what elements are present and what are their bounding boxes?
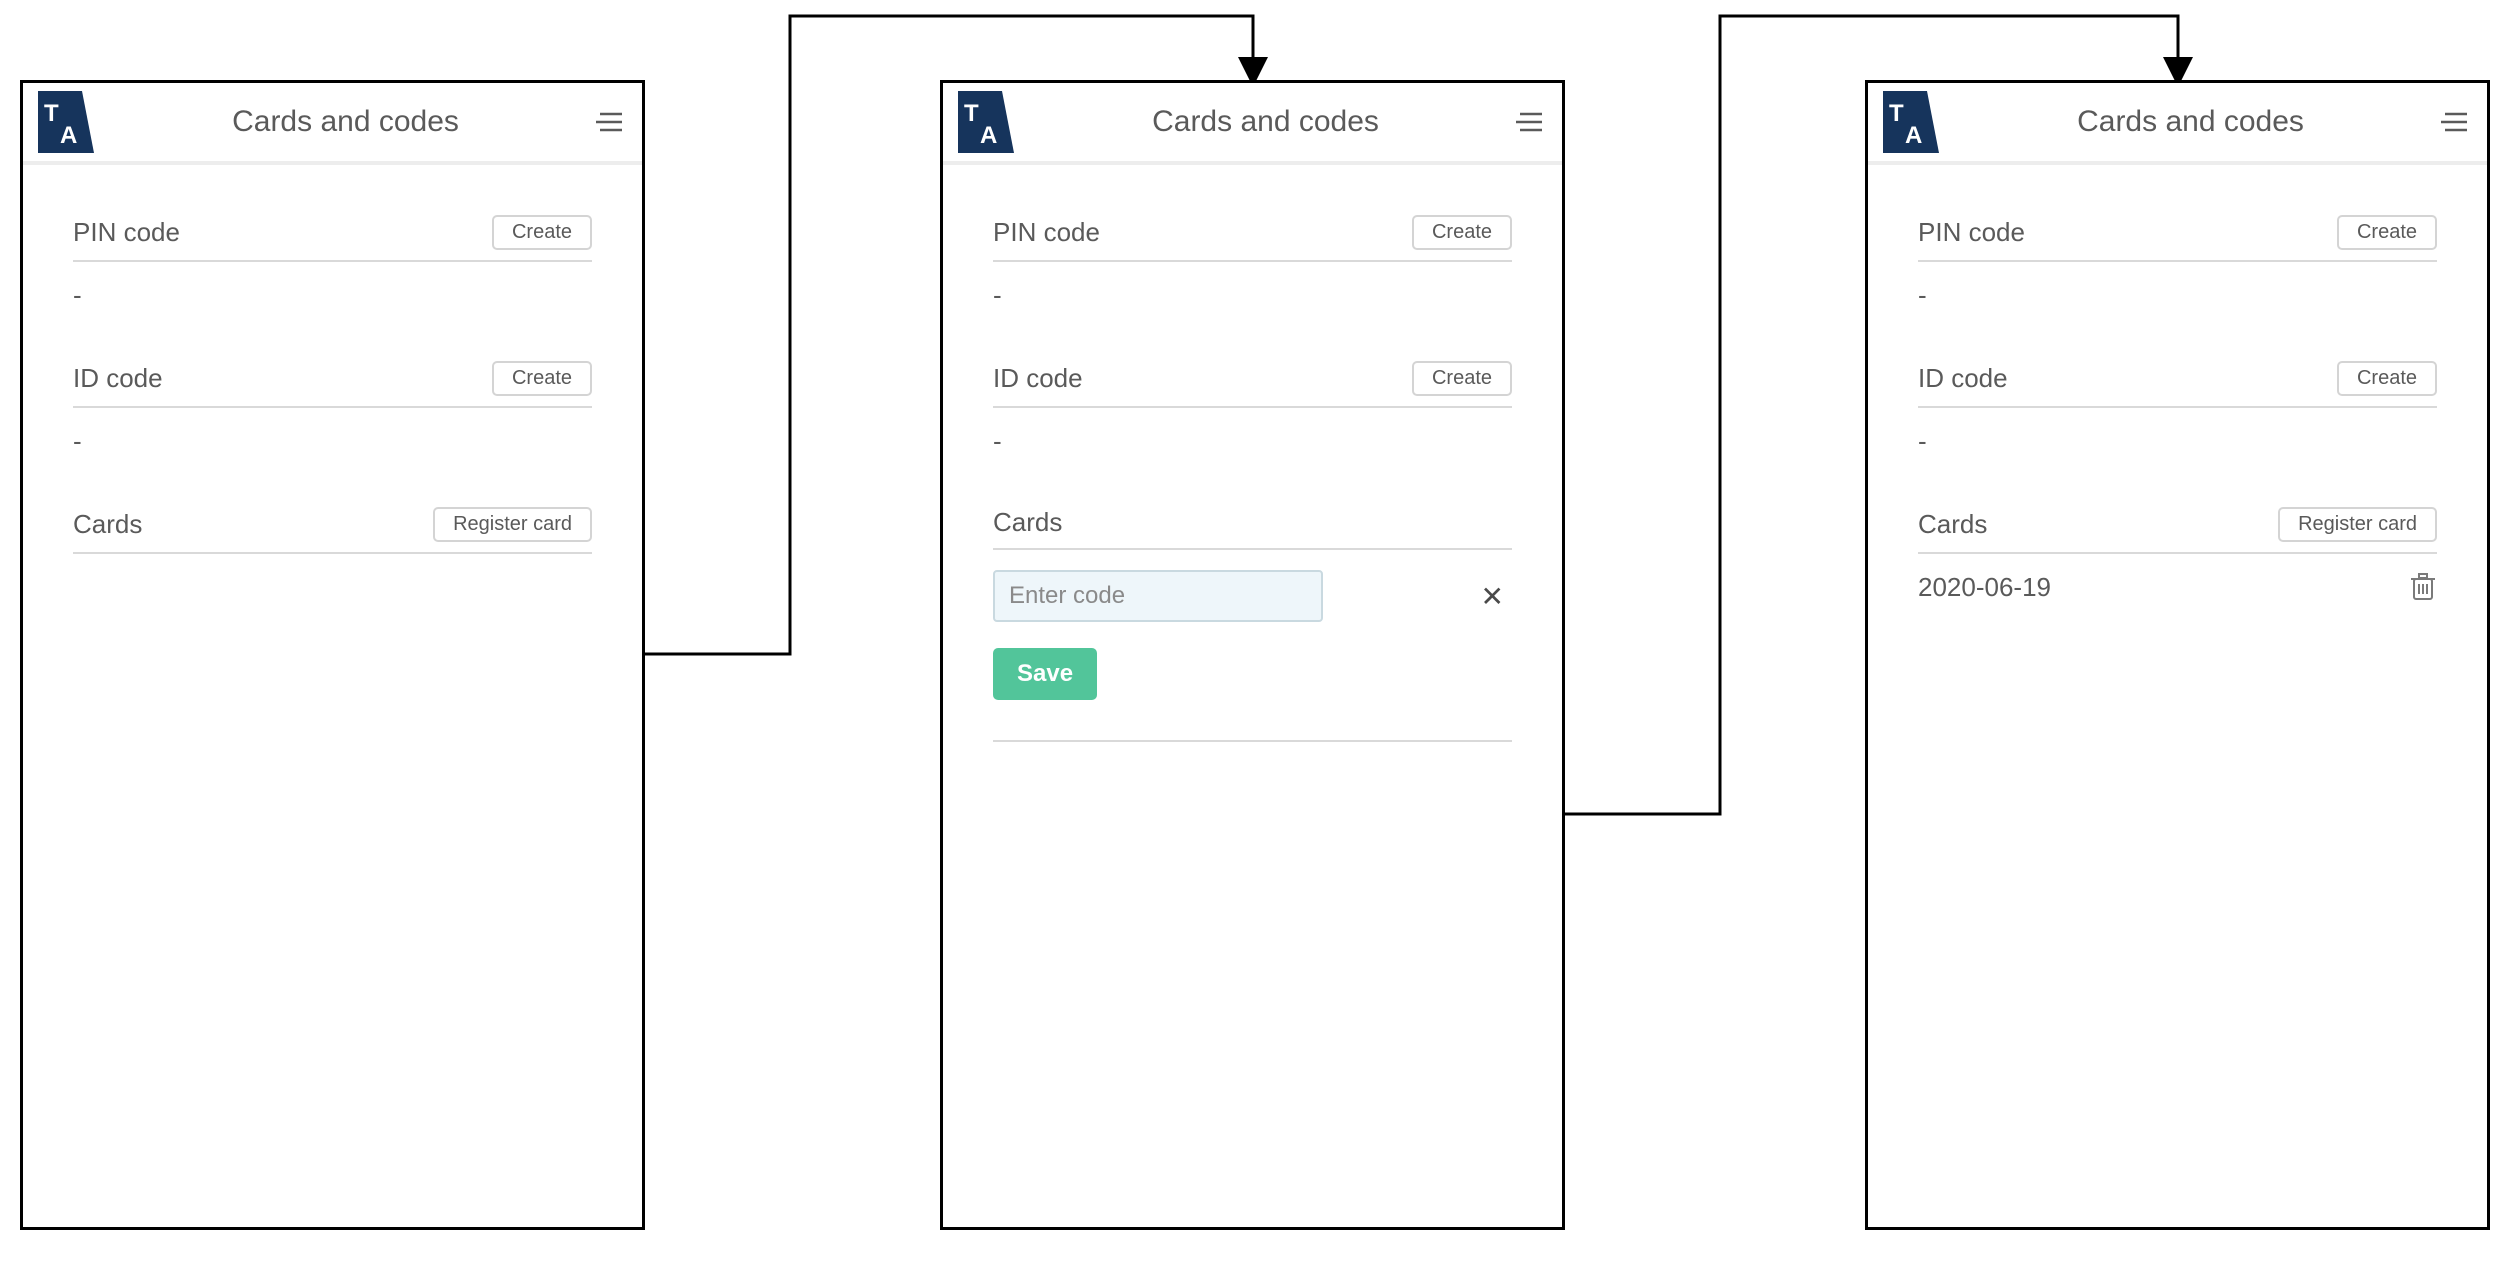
svg-text:A: A xyxy=(1905,122,1922,149)
close-icon[interactable]: ✕ xyxy=(1473,576,1512,617)
create-pin-button[interactable]: Create xyxy=(1412,215,1512,250)
id-code-row: ID code Create xyxy=(993,361,1512,408)
panel-step-3: T A Cards and codes PIN code Create - ID… xyxy=(1865,80,2490,1230)
card-code-input-row: ✕ xyxy=(993,550,1512,622)
panel-header: T A Cards and codes xyxy=(23,83,642,165)
svg-text:T: T xyxy=(1889,100,1904,127)
svg-text:T: T xyxy=(964,100,979,127)
pin-code-value: - xyxy=(993,262,1512,311)
pin-code-value: - xyxy=(73,262,592,311)
page-title: Cards and codes xyxy=(97,105,594,139)
id-code-value: - xyxy=(1918,408,2437,457)
id-code-label: ID code xyxy=(993,363,1083,394)
page-title: Cards and codes xyxy=(1942,105,2439,139)
id-code-row: ID code Create xyxy=(73,361,592,408)
pin-code-label: PIN code xyxy=(993,217,1100,248)
pin-code-row: PIN code Create xyxy=(993,215,1512,262)
id-code-value: - xyxy=(993,408,1512,457)
create-pin-button[interactable]: Create xyxy=(2337,215,2437,250)
create-id-button[interactable]: Create xyxy=(1412,361,1512,396)
save-button[interactable]: Save xyxy=(993,648,1097,700)
app-logo: T A xyxy=(955,91,1017,153)
pin-code-label: PIN code xyxy=(1918,217,2025,248)
pin-code-label: PIN code xyxy=(73,217,180,248)
create-id-button[interactable]: Create xyxy=(2337,361,2437,396)
cards-row: Cards xyxy=(993,507,1512,550)
cards-label: Cards xyxy=(993,507,1062,538)
panel-header: T A Cards and codes xyxy=(943,83,1562,165)
panel-header: T A Cards and codes xyxy=(1868,83,2487,165)
cards-row: Cards Register card xyxy=(1918,507,2437,554)
id-code-label: ID code xyxy=(1918,363,2008,394)
pin-code-value: - xyxy=(1918,262,2437,311)
panel-step-2: T A Cards and codes PIN code Create - ID… xyxy=(940,80,1565,1230)
trash-icon[interactable] xyxy=(2411,573,2437,603)
pin-code-row: PIN code Create xyxy=(1918,215,2437,262)
register-card-button[interactable]: Register card xyxy=(433,507,592,542)
panel-step-1: T A Cards and codes PIN code Create - ID… xyxy=(20,80,645,1230)
menu-icon[interactable] xyxy=(594,107,624,137)
pin-code-row: PIN code Create xyxy=(73,215,592,262)
card-entry: 2020-06-19 xyxy=(1918,554,2437,603)
cards-label: Cards xyxy=(1918,509,1987,540)
svg-text:A: A xyxy=(60,122,77,149)
app-logo: T A xyxy=(1880,91,1942,153)
cards-label: Cards xyxy=(73,509,142,540)
cards-row: Cards Register card xyxy=(73,507,592,554)
id-code-row: ID code Create xyxy=(1918,361,2437,408)
app-logo: T A xyxy=(35,91,97,153)
register-card-button[interactable]: Register card xyxy=(2278,507,2437,542)
id-code-label: ID code xyxy=(73,363,163,394)
create-pin-button[interactable]: Create xyxy=(492,215,592,250)
svg-text:T: T xyxy=(44,100,59,127)
card-code-input[interactable] xyxy=(993,570,1323,622)
card-registered-date: 2020-06-19 xyxy=(1918,572,2051,603)
section-divider xyxy=(993,740,1512,742)
menu-icon[interactable] xyxy=(2439,107,2469,137)
svg-text:A: A xyxy=(980,122,997,149)
id-code-value: - xyxy=(73,408,592,457)
create-id-button[interactable]: Create xyxy=(492,361,592,396)
page-title: Cards and codes xyxy=(1017,105,1514,139)
menu-icon[interactable] xyxy=(1514,107,1544,137)
